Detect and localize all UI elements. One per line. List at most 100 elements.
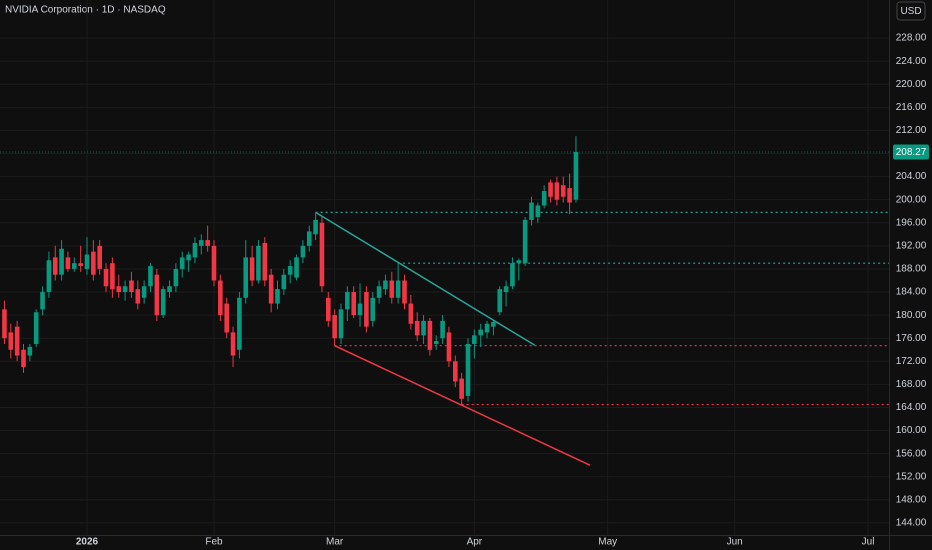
candle-body [154,274,160,316]
candle-body [421,320,426,336]
candle-body [287,266,293,275]
candle-body [313,219,318,235]
y-tick-label: 160.00 [896,425,927,436]
candle-body [148,266,153,287]
y-tick-label: 144.00 [896,518,927,529]
y-tick-label: 220.00 [896,79,927,90]
y-tick-label: 180.00 [896,310,927,321]
candle-body [205,240,210,246]
candle-body [268,274,274,304]
candle-body [262,242,268,281]
candle-body [370,297,376,321]
candle-body [491,322,496,327]
candle-body [249,257,255,281]
plot-area [0,0,889,535]
candle-body [332,315,337,339]
y-tick-label: 204.00 [896,171,927,182]
candle-body [237,297,242,350]
candle-body [129,280,134,293]
candle-body [218,280,223,316]
currency-box[interactable] [896,1,926,21]
price-tag-label: 208.27 [896,147,927,158]
x-tick-label: Feb [205,537,223,548]
candle-body [554,182,560,200]
candle-body [167,286,172,293]
candle-body [472,335,477,344]
candle-body [402,280,407,304]
y-tick-label: 228.00 [896,33,927,44]
candle-body [294,257,299,278]
candle-body [243,257,249,298]
candle-body [351,292,356,316]
y-tick-label: 148.00 [896,494,927,505]
candle-body [40,292,45,310]
candle-body [27,346,33,356]
candle-body [541,191,547,206]
candle-body [116,286,122,293]
currency: USD [900,6,921,17]
candle-body [122,286,128,293]
y-tick-label: 224.00 [896,56,927,67]
candle-body [91,251,96,275]
y-tick-label: 172.00 [896,356,927,367]
candle-body [478,329,483,336]
candle-body [21,349,26,368]
candle-body [567,188,572,203]
candle-body [319,222,325,287]
candle-body [160,289,166,316]
y-tick-label: 192.00 [896,240,927,251]
candle-body [275,289,280,304]
candle-body [192,242,198,258]
candle-body [2,309,7,339]
candle-body [186,254,191,261]
trend-line [315,211,536,346]
candle-body [510,263,515,287]
x-tick-label: Jul [862,537,875,548]
candle-body [110,263,115,290]
candle-body [300,245,306,258]
candle-body [230,332,236,356]
y-tick-label: 176.00 [896,333,927,344]
candle-body [78,263,83,267]
trend-line [334,345,591,466]
candle-body [465,343,471,396]
candle-body [535,205,541,218]
x-tick-label: 2026 [76,537,99,548]
candle-body [97,245,102,269]
candle-body [395,280,401,298]
candle-body [33,312,39,344]
candle-body [503,286,509,293]
candle-body [383,280,388,290]
candle-body [65,257,71,269]
candle-body [440,320,445,339]
candle-body [497,289,503,313]
candle-body [325,297,331,321]
candle-body [522,219,528,264]
candle-body [345,292,350,310]
candle-body [256,245,261,281]
y-tick-label: 196.00 [896,217,927,228]
y-tick-label: 184.00 [896,287,927,298]
y-tick-label: 164.00 [896,402,927,413]
candle-body [408,303,414,324]
candle-body [427,320,433,350]
candle-body [46,260,52,293]
candle-body [516,260,522,264]
candle-body [452,361,458,382]
x-tick-label: Jun [727,537,743,548]
candle-body [459,378,464,399]
candle-body [224,303,229,333]
chart-title: NVIDIA Corporation · 1D · NASDAQ [5,5,166,16]
candle-body [8,332,14,350]
candle-body [59,248,64,275]
y-tick-label: 188.00 [896,264,927,275]
y-tick-label: 168.00 [896,379,927,390]
candle-body [141,286,147,298]
candle-body [14,326,20,356]
candle-body [529,202,534,220]
y-tick-label: 156.00 [896,448,927,459]
candle-body [52,257,58,275]
